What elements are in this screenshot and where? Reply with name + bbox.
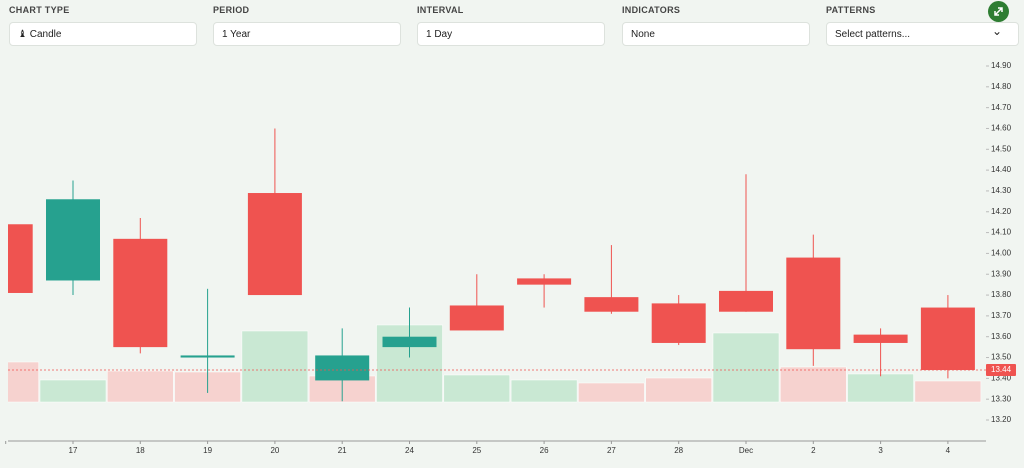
volume-bar [443, 374, 511, 403]
volume-bar [645, 377, 712, 403]
candle-body [651, 303, 706, 343]
candle-body [46, 199, 100, 281]
y-tick-label: 14.30 [991, 186, 1012, 195]
x-tick-label: 3 [878, 446, 883, 455]
y-tick-label: 14.80 [991, 82, 1012, 91]
x-tick-label: 2 [811, 446, 816, 455]
volume-bar [39, 379, 107, 403]
y-tick-label: 13.70 [991, 311, 1012, 320]
y-tick-label: 14.20 [991, 207, 1012, 216]
expand-icon [994, 7, 1003, 16]
control: INDICATORS None [622, 5, 810, 46]
control-label: PERIOD [213, 5, 250, 15]
candle-body [920, 307, 975, 371]
control-label: INTERVAL [417, 5, 464, 15]
x-tick-label: 26 [540, 446, 549, 455]
candle-body [449, 305, 504, 331]
control-label: CHART TYPE [9, 5, 70, 15]
candle-body [584, 297, 639, 312]
x-tick-label: 25 [472, 446, 481, 455]
y-tick-label: 13.40 [991, 373, 1012, 382]
control: INTERVAL 1 Day [417, 5, 605, 46]
control-select[interactable]: Select patterns... ⌄ [826, 22, 1019, 46]
candle-body [180, 355, 235, 358]
y-tick-label: 13.50 [991, 353, 1012, 362]
candle-body [853, 334, 908, 343]
y-tick-label: 14.50 [991, 144, 1012, 153]
candle-body [719, 290, 773, 312]
control-select[interactable]: ♝ Candle [9, 22, 197, 46]
y-tick-label: 14.00 [991, 249, 1012, 258]
volume-bar [712, 332, 780, 403]
candle-body [382, 336, 437, 348]
candle-body [247, 193, 302, 296]
candle-body [786, 257, 841, 350]
control-value: Candle [29, 29, 62, 40]
control: PERIOD 1 Year [213, 5, 401, 46]
volume-bar [578, 382, 645, 403]
volume-bar [241, 330, 309, 403]
volume-bar [847, 373, 914, 403]
control-value: 1 Day [426, 29, 453, 40]
y-tick-label: 13.20 [991, 415, 1012, 424]
control-label: INDICATORS [622, 5, 681, 15]
x-tick-label: Dec [739, 446, 753, 455]
y-tick-label: 13.30 [991, 394, 1012, 403]
control-value: None [631, 29, 655, 40]
control-select[interactable]: 1 Year [213, 22, 401, 46]
volume-bar [914, 380, 982, 403]
x-tick-label: 19 [203, 446, 212, 455]
candle-body [517, 278, 572, 285]
x-tick-label: 17 [69, 446, 78, 455]
candle-icon: ♝ [18, 29, 30, 40]
y-tick-label: 14.60 [991, 124, 1012, 133]
control-select[interactable]: None [622, 22, 810, 46]
candle-body [315, 355, 370, 381]
x-tick-label: 21 [338, 446, 347, 455]
volume-bar [780, 366, 847, 403]
volume-bar [107, 370, 174, 403]
y-tick-label: 13.60 [991, 332, 1012, 341]
y-tick-label: 13.90 [991, 269, 1012, 278]
control-label: PATTERNS [826, 5, 876, 15]
control: CHART TYPE ♝ Candle [9, 5, 197, 46]
x-tick-label: 24 [405, 446, 414, 455]
x-tick-label: 4 [946, 446, 951, 455]
y-tick-label: 14.10 [991, 228, 1012, 237]
y-tick-label: 14.90 [991, 61, 1012, 70]
volume-bar [8, 361, 39, 403]
control-value: Select patterns... [835, 29, 911, 40]
candle-body [113, 238, 168, 348]
y-tick-label: 13.80 [991, 290, 1012, 299]
last-price-label: 13.44 [991, 365, 1012, 374]
y-tick-label: 14.40 [991, 165, 1012, 174]
x-tick-label: 18 [136, 446, 145, 455]
control-value: 1 Year [222, 29, 251, 40]
y-tick-label: 14.70 [991, 103, 1012, 112]
x-tick-label: 28 [674, 446, 683, 455]
candle-body [8, 224, 33, 293]
x-tick-label: 27 [607, 446, 616, 455]
expand-button[interactable] [988, 1, 1009, 22]
volume-bar [510, 379, 578, 403]
control: PATTERNS Select patterns... ⌄ [826, 5, 1019, 46]
control-select[interactable]: 1 Day [417, 22, 605, 46]
last-price-box [986, 364, 1016, 377]
chevron: ⌄ [991, 24, 1002, 38]
x-tick-label: 20 [270, 446, 279, 455]
